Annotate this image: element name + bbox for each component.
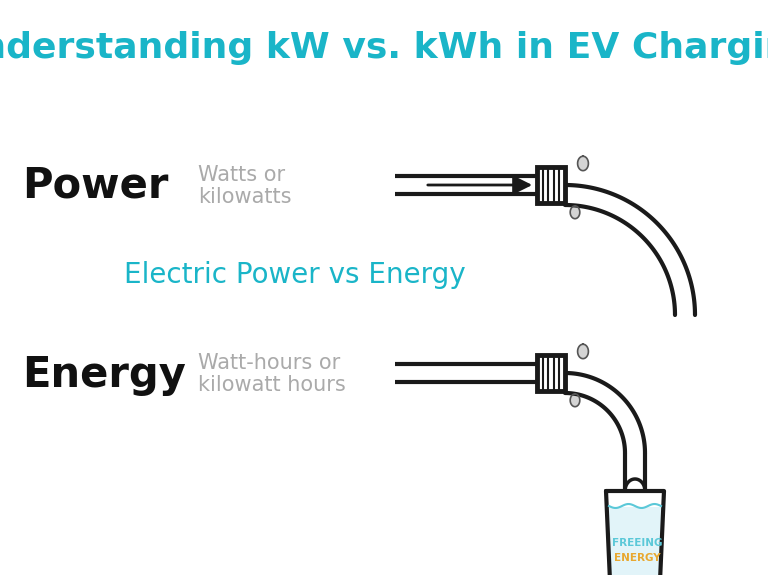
Text: FREEING: FREEING (612, 538, 662, 548)
Polygon shape (578, 344, 588, 359)
Text: ENERGY: ENERGY (614, 553, 660, 563)
Text: kilowatts: kilowatts (198, 187, 292, 207)
Text: kilowatt hours: kilowatt hours (198, 375, 346, 395)
Text: Understanding kW vs. kWh in EV Charging: Understanding kW vs. kWh in EV Charging (0, 31, 768, 65)
Polygon shape (570, 394, 580, 407)
Bar (537, 167, 565, 203)
Text: Energy: Energy (22, 354, 186, 396)
Text: Electric Power vs Energy: Electric Power vs Energy (124, 261, 466, 289)
Text: Watt-hours or: Watt-hours or (198, 353, 340, 373)
Text: Watts or: Watts or (198, 165, 285, 185)
Text: Power: Power (22, 164, 168, 206)
Polygon shape (578, 156, 588, 171)
Bar (537, 355, 565, 391)
Polygon shape (570, 206, 580, 218)
